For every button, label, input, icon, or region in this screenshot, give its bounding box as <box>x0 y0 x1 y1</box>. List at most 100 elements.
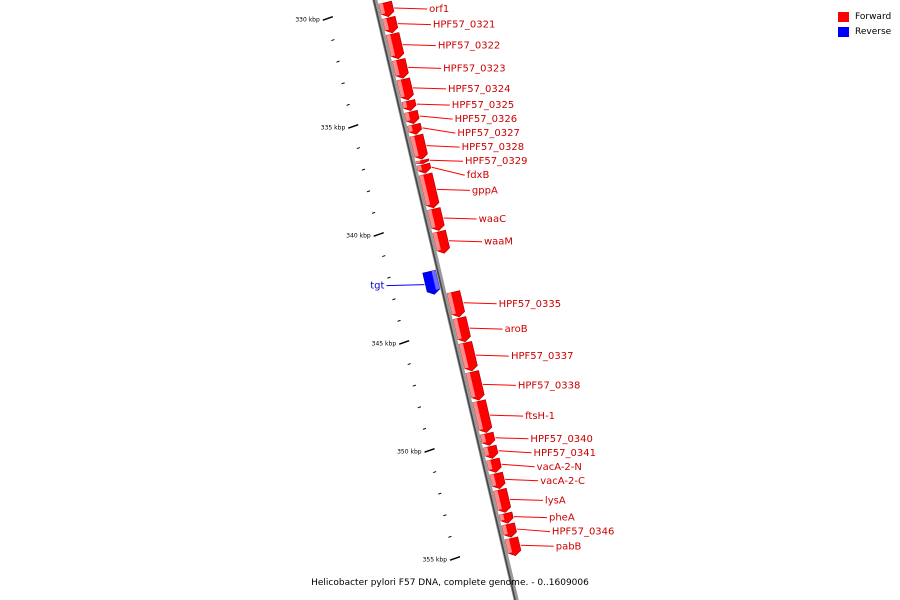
gene-hpf57-0335[interactable]: HPF57_0335 <box>446 290 561 318</box>
gene-highlight <box>459 343 469 369</box>
gene-label-gppa[interactable]: gppA <box>472 185 498 196</box>
minor-tick <box>412 384 416 387</box>
gene-leader-line <box>513 516 548 519</box>
gene-hpf57-0346[interactable]: HPF57_0346 <box>501 522 615 538</box>
tick-label-335: 335 kbp <box>321 124 346 131</box>
gene-phea[interactable]: pheA <box>498 511 575 524</box>
gene-label-hpf57-0346[interactable]: HPF57_0346 <box>552 527 614 538</box>
gene-label-hpf57-0325[interactable]: HPF57_0325 <box>452 100 514 111</box>
gene-label-hpf57-0340[interactable]: HPF57_0340 <box>530 434 592 445</box>
gene-label-waac[interactable]: waaC <box>479 214 506 225</box>
gene-hpf57-0321[interactable]: HPF57_0321 <box>382 15 495 34</box>
gene-leader-line <box>422 127 456 134</box>
gene-label-hpf57-0323[interactable]: HPF57_0323 <box>443 63 505 74</box>
gene-leader-line <box>436 188 470 191</box>
gene-label-hpf57-0327[interactable]: HPF57_0327 <box>457 128 519 139</box>
gene-highlight <box>419 174 431 206</box>
gene-label-hpf57-0337[interactable]: HPF57_0337 <box>511 351 573 362</box>
legend-item-forward: Forward <box>838 9 891 24</box>
gene-label-hpf57-0324[interactable]: HPF57_0324 <box>448 84 510 95</box>
gene-label-hpf57-0341[interactable]: HPF57_0341 <box>533 448 595 459</box>
gene-arob[interactable]: aroB <box>452 316 528 343</box>
gene-hpf57-0329[interactable]: HPF57_0329 <box>415 156 528 167</box>
gene-hpf57-0323[interactable]: HPF57_0323 <box>392 58 506 79</box>
gene-highlight <box>416 160 421 164</box>
gene-gppa[interactable]: gppA <box>418 172 498 209</box>
gene-hpf57-0341[interactable]: HPF57_0341 <box>483 444 596 459</box>
gene-leader-line <box>475 354 509 357</box>
gene-fdxb[interactable]: fdxB <box>416 162 490 181</box>
gene-hpf57-0324[interactable]: HPF57_0324 <box>396 77 511 101</box>
gene-waac[interactable]: waaC <box>427 207 506 231</box>
gene-leader-line <box>520 544 554 547</box>
tick-label-345: 345 kbp <box>372 340 397 347</box>
minor-tick <box>407 363 411 366</box>
gene-label-fdxb[interactable]: fdxB <box>467 170 490 181</box>
gene-leader-line <box>509 498 543 501</box>
minor-tick <box>397 319 401 322</box>
major-tick <box>348 124 359 129</box>
gene-label-hpf57-0321[interactable]: HPF57_0321 <box>433 20 495 31</box>
gene-highlight <box>410 136 419 157</box>
gene-leader-line <box>443 217 477 220</box>
gene-orf1[interactable]: orf1 <box>378 0 449 18</box>
gene-label-ftsh-1[interactable]: ftsH-1 <box>525 411 555 422</box>
gene-label-hpf57-0329[interactable]: HPF57_0329 <box>465 156 527 167</box>
gene-label-pabb[interactable]: pabB <box>556 541 582 552</box>
gene-hpf57-0327[interactable]: HPF57_0327 <box>407 122 520 139</box>
gene-waam[interactable]: waaM <box>432 229 513 254</box>
gene-highlight <box>489 474 497 487</box>
gene-hpf57-0322[interactable]: HPF57_0322 <box>385 32 500 60</box>
gene-hpf57-0338[interactable]: HPF57_0338 <box>465 370 580 401</box>
legend-item-reverse: Reverse <box>838 24 891 39</box>
gene-hpf57-0340[interactable]: HPF57_0340 <box>480 431 593 446</box>
gene-leader-line <box>430 159 464 162</box>
gene-leader-line <box>397 23 431 26</box>
gene-highlight <box>483 447 490 457</box>
gene-label-waam[interactable]: waaM <box>484 237 513 248</box>
legend: Forward Reverse <box>838 9 891 39</box>
major-tick <box>449 556 461 561</box>
legend-label-forward: Forward <box>855 11 892 22</box>
gene-label-vaca-2-c[interactable]: vacA-2-C <box>540 476 585 487</box>
gene-label-hpf57-0326[interactable]: HPF57_0326 <box>455 114 517 125</box>
gene-label-lysa[interactable]: lysA <box>545 495 566 506</box>
major-tick <box>322 16 334 21</box>
gene-label-tgt[interactable]: tgt <box>370 281 384 292</box>
gene-label-arob[interactable]: aroB <box>505 324 528 335</box>
gene-label-phea[interactable]: pheA <box>549 513 575 524</box>
gene-highlight <box>396 79 405 98</box>
gene-label-hpf57-0328[interactable]: HPF57_0328 <box>462 142 524 153</box>
gene-leader-line <box>412 87 447 90</box>
gene-hpf57-0337[interactable]: HPF57_0337 <box>458 341 573 372</box>
gene-ftsh-1[interactable]: ftsH-1 <box>472 399 555 433</box>
gene-label-vaca-2-n[interactable]: vacA-2-N <box>537 462 582 473</box>
gene-highlight <box>501 524 508 535</box>
gene-leader-line <box>495 437 529 440</box>
gene-label-hpf57-0322[interactable]: HPF57_0322 <box>438 41 500 52</box>
gene-highlight <box>453 318 462 340</box>
gene-hpf57-0328[interactable]: HPF57_0328 <box>409 133 524 160</box>
gene-label-orf1[interactable]: orf1 <box>429 4 449 15</box>
gene-vaca-2-c[interactable]: vacA-2-C <box>489 471 585 490</box>
gene-hpf57-0326[interactable]: HPF57_0326 <box>404 109 518 125</box>
gene-highlight <box>392 60 400 76</box>
gene-highlight <box>402 101 408 109</box>
gene-leader-line <box>394 7 428 10</box>
gene-pabb[interactable]: pabB <box>504 536 582 556</box>
minor-tick <box>341 82 345 85</box>
gene-lysa[interactable]: lysA <box>493 487 566 513</box>
gene-highlight <box>447 292 456 315</box>
gene-label-hpf57-0335[interactable]: HPF57_0335 <box>499 299 561 310</box>
gene-highlight <box>407 125 413 133</box>
gene-hpf57-0325[interactable]: HPF57_0325 <box>401 99 514 111</box>
gene-label-hpf57-0338[interactable]: HPF57_0338 <box>518 380 580 391</box>
gene-leader-line <box>501 463 535 468</box>
gene-tgt[interactable]: tgt <box>370 269 441 295</box>
legend-label-reverse: Reverse <box>855 26 892 37</box>
reverse-swatch <box>838 26 849 37</box>
minor-tick <box>336 60 340 63</box>
gene-vaca-2-n[interactable]: vacA-2-N <box>486 457 582 473</box>
minor-tick <box>331 39 335 42</box>
